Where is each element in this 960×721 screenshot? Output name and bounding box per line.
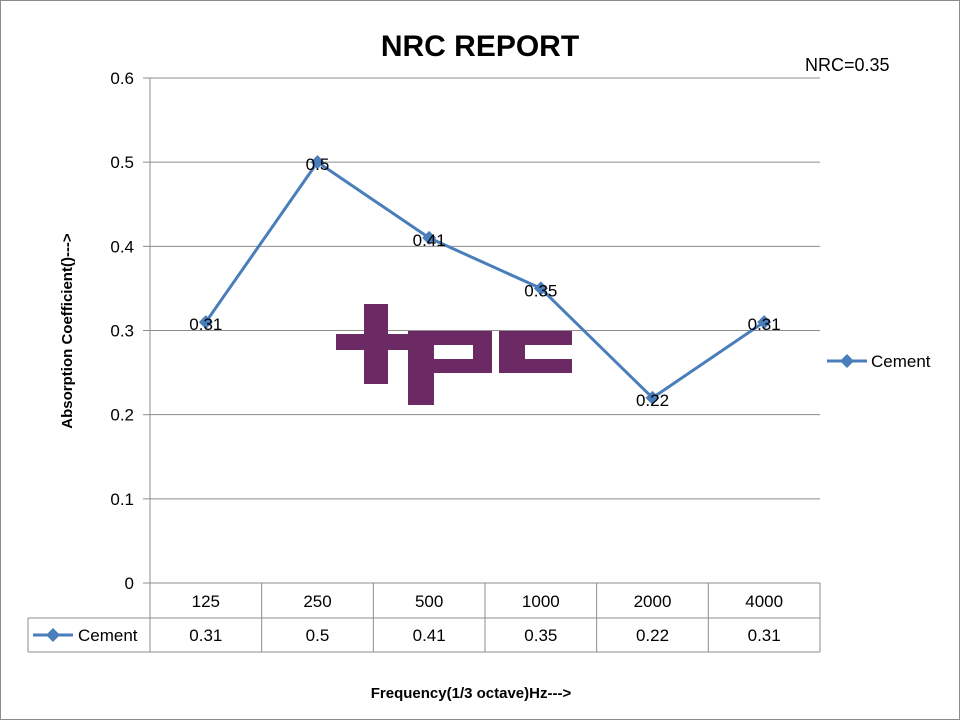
table-value-cell: 0.41 xyxy=(413,626,446,645)
data-table: 125 250 500 1000 2000 4000 0.31 0.5 0.41 0.35 0.22… xyxy=(27,582,821,653)
series-line-cement xyxy=(204,160,766,400)
legend-label: Cement xyxy=(871,352,931,371)
table-header-cell: 250 xyxy=(303,592,331,611)
table-header-cell: 1000 xyxy=(522,592,560,611)
tpc-logo-watermark xyxy=(336,304,572,405)
y-tick-label: 0.2 xyxy=(110,406,134,425)
y-tick-labels: 0 0.1 0.2 0.3 0.4 0.5 0.6 xyxy=(110,69,134,593)
table-value-cell: 0.5 xyxy=(306,626,330,645)
chart-title: NRC REPORT xyxy=(381,30,579,63)
data-label: 0.41 xyxy=(413,231,446,250)
data-point-marker xyxy=(310,155,325,170)
legend: Cement xyxy=(827,352,931,371)
data-label: 0.35 xyxy=(524,281,557,300)
y-tick-label: 0.1 xyxy=(110,490,134,509)
data-label: 0.31 xyxy=(748,315,781,334)
y-tick-label: 0.5 xyxy=(110,153,134,172)
table-header-cell: 125 xyxy=(192,592,220,611)
x-axis-title: Frequency(1/3 octave)Hz---> xyxy=(371,685,572,702)
data-point-marker xyxy=(757,315,772,330)
table-value-cell: 0.31 xyxy=(189,626,222,645)
legend-marker xyxy=(840,354,854,368)
data-point-marker xyxy=(533,281,548,296)
data-point-marker xyxy=(198,315,213,330)
table-value-cell: 0.35 xyxy=(524,626,557,645)
table-legend-key-marker xyxy=(46,628,60,642)
table-header-cell: 500 xyxy=(415,592,443,611)
y-axis-title: Absorption Coefficient()---> xyxy=(59,233,76,429)
series-cement xyxy=(198,155,772,405)
table-value-cell: 0.31 xyxy=(748,626,781,645)
data-label: 0.31 xyxy=(189,315,222,334)
y-tick-label: 0.4 xyxy=(110,237,134,256)
gridlines xyxy=(150,77,820,500)
data-labels: 0.31 0.5 0.41 0.35 0.22 0.31 xyxy=(189,155,780,410)
data-label: 0.22 xyxy=(636,391,669,410)
data-point-marker xyxy=(422,230,437,245)
table-header-cell: 2000 xyxy=(634,592,672,611)
table-row-label: Cement xyxy=(78,626,138,645)
table-header-cell: 4000 xyxy=(745,592,783,611)
y-tick-label: 0.6 xyxy=(110,69,134,88)
nrc-annotation: NRC=0.35 xyxy=(805,55,890,75)
data-point-marker xyxy=(645,390,660,405)
y-tick-label: 0 xyxy=(125,574,134,593)
data-label: 0.5 xyxy=(306,155,330,174)
table-value-cell: 0.22 xyxy=(636,626,669,645)
y-tick-label: 0.3 xyxy=(110,322,134,341)
